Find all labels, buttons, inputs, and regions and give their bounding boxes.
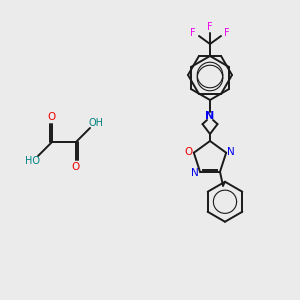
Text: N: N: [227, 147, 235, 157]
Text: F: F: [224, 28, 230, 38]
Text: N: N: [206, 111, 214, 121]
Text: F: F: [207, 22, 213, 32]
Text: HO: HO: [25, 156, 40, 166]
Text: F: F: [190, 28, 196, 38]
Text: N: N: [191, 168, 199, 178]
Text: O: O: [185, 147, 193, 157]
Text: O: O: [48, 112, 56, 122]
Text: O: O: [72, 162, 80, 172]
Text: OH: OH: [88, 118, 104, 128]
